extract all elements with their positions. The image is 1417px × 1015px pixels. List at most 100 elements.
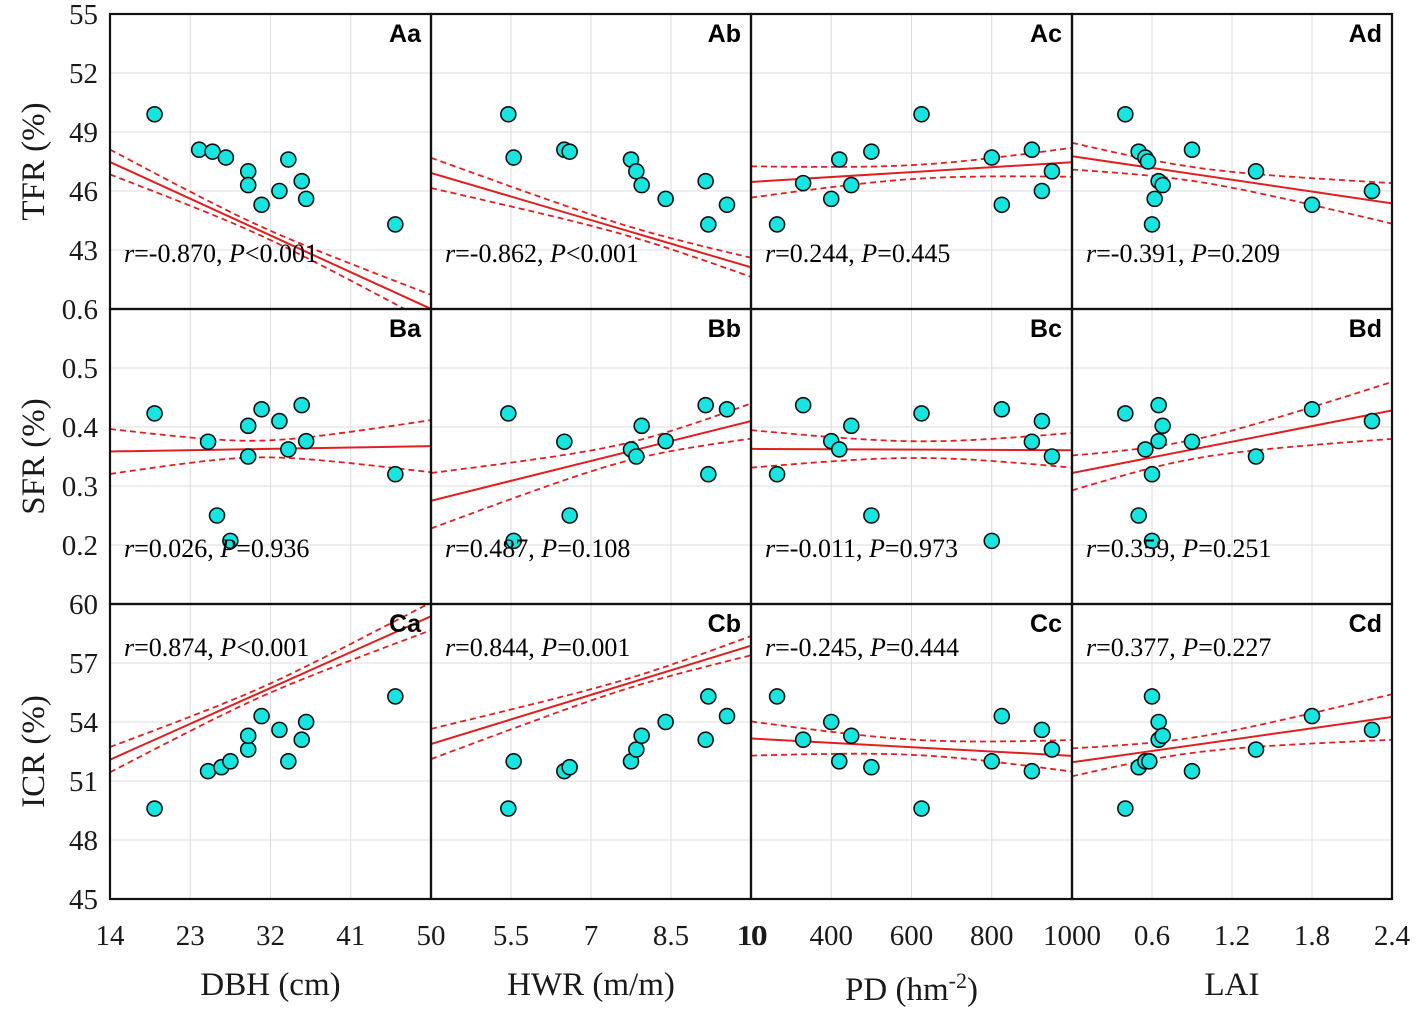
data-point (983, 149, 1001, 166)
data-point (387, 216, 404, 233)
ci-upper-line (751, 429, 1072, 443)
data-point (1150, 396, 1167, 414)
panel-label: Aa (389, 20, 422, 48)
data-point (297, 190, 315, 208)
x-tick-label: 400 (810, 920, 854, 952)
text-layer: Aa r=-0.870, P<0.001 Ab r=-0.862, P<0.001 Ac… (16, 0, 1411, 1008)
data-point (222, 753, 239, 770)
x-tick-label: 14 (96, 920, 126, 952)
panel-label: Bc (1030, 315, 1062, 343)
data-point (628, 448, 645, 465)
data-point (217, 149, 235, 166)
regression-line (1072, 716, 1392, 764)
data-point (561, 143, 578, 160)
data-point (1043, 448, 1061, 465)
y-axis-label: TFR (%) (16, 102, 52, 220)
data-point (280, 151, 297, 168)
x-tick-label: 600 (890, 920, 934, 952)
data-point (1117, 800, 1134, 817)
data-point (657, 713, 674, 731)
data-point (1363, 721, 1381, 739)
data-point (863, 758, 880, 776)
data-point (863, 143, 880, 160)
data-point (1150, 713, 1167, 731)
data-point (1033, 182, 1051, 200)
data-point (500, 800, 517, 817)
data-point (822, 713, 840, 731)
regression-line (110, 161, 431, 309)
data-point (239, 448, 257, 465)
data-point (556, 433, 573, 451)
x-tick-label: 10 (737, 920, 766, 952)
panel-label: Ac (1030, 20, 1062, 48)
data-point (633, 176, 650, 194)
data-point (768, 688, 786, 705)
data-points-layer (146, 106, 1381, 817)
y-tick-label: 0.3 (62, 471, 98, 503)
data-point (718, 707, 736, 725)
data-point (633, 727, 650, 745)
data-point (505, 149, 522, 166)
x-tick-label: 41 (336, 920, 365, 952)
panel-label: Ad (1349, 20, 1382, 48)
ci-upper-line (751, 720, 1072, 743)
x-tick-label: 0.6 (1134, 920, 1170, 952)
data-point (913, 800, 930, 817)
regression-line (110, 615, 431, 761)
data-point (794, 174, 812, 192)
data-point (190, 141, 208, 158)
data-point (983, 753, 1001, 770)
data-point (387, 688, 404, 705)
data-point (843, 727, 860, 745)
panel-label: Bb (708, 315, 741, 343)
data-point (204, 143, 221, 160)
data-point (1183, 141, 1201, 158)
data-point (239, 176, 257, 194)
panel-label: Cb (708, 610, 741, 638)
x-axis-label: LAI (1205, 967, 1260, 1003)
y-tick-label: 43 (69, 235, 98, 267)
data-point (253, 707, 270, 725)
x-tick-label: 8.5 (653, 920, 689, 952)
data-point (297, 432, 315, 450)
data-point (1139, 153, 1157, 170)
ci-upper-line (431, 402, 751, 474)
data-point (1247, 741, 1265, 758)
data-point (1143, 532, 1161, 550)
y-tick-label: 57 (69, 648, 98, 680)
x-tick-label: 10 (739, 920, 768, 952)
y-tick-label: 46 (69, 176, 98, 208)
data-point (1141, 753, 1158, 770)
ci-upper-line (1072, 381, 1392, 457)
regression-line (431, 420, 751, 502)
data-point (387, 465, 404, 483)
data-point (1143, 216, 1161, 233)
x-tick-label: 23 (176, 920, 205, 952)
data-point (768, 216, 786, 233)
data-point (1033, 721, 1051, 739)
panel-frames (108, 12, 1394, 901)
data-point (657, 190, 674, 208)
data-point (253, 196, 270, 214)
data-point (1183, 762, 1201, 780)
panel-label: Ab (708, 20, 741, 48)
stat-annotation: r=-0.391, P=0.209 (1086, 239, 1280, 268)
data-point (830, 151, 848, 168)
data-point (913, 405, 930, 422)
data-point (718, 196, 736, 214)
y-tick-label: 55 (69, 0, 98, 31)
regression-line (1072, 409, 1392, 475)
data-point (1033, 412, 1051, 430)
ci-lower-line (1072, 738, 1392, 778)
data-point (700, 688, 717, 705)
panel-label: Ca (389, 610, 422, 638)
data-point (293, 396, 311, 414)
data-point (1154, 417, 1171, 435)
data-point (280, 441, 297, 458)
data-point (208, 507, 226, 524)
data-point (1130, 507, 1147, 524)
data-point (500, 405, 517, 422)
data-point (657, 432, 674, 450)
x-tick-label: 2.4 (1374, 920, 1411, 952)
data-point (697, 396, 714, 414)
